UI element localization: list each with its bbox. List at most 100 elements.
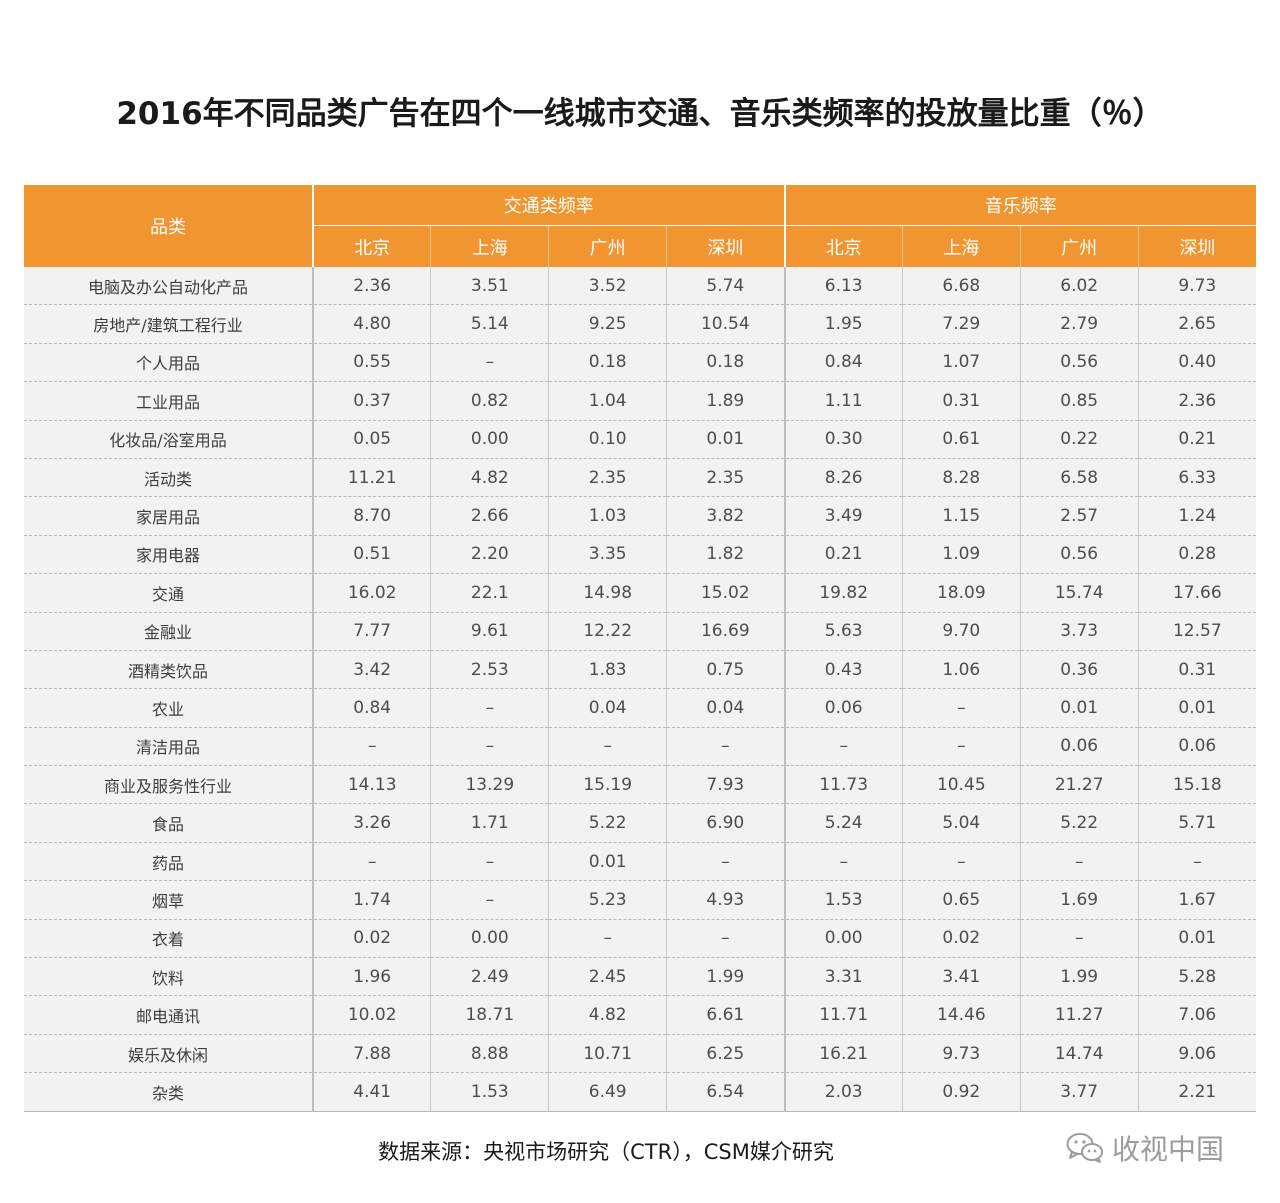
category-cell: 衣着	[24, 919, 314, 959]
table-row: 化妆品/浴室用品 0.05 0.00 0.10 0.01 0.30 0.61 0.22 0.21	[24, 420, 1256, 459]
category-cell: 邮电通讯	[24, 995, 314, 1035]
city-header: 广州	[1020, 225, 1139, 267]
value-cell: 7.77	[313, 612, 432, 651]
value-cell: 1.74	[313, 880, 432, 920]
category-cell: 饮料	[24, 957, 314, 997]
value-cell: 8.88	[430, 1034, 550, 1074]
category-cell: 房地产/建筑工程行业	[24, 304, 314, 344]
value-cell: –	[666, 919, 786, 959]
value-cell: 11.27	[1020, 995, 1139, 1035]
ad-share-table: 品类 交通类频率 音乐频率 北京 上海 广州 深圳 北京 上海 广州 深圳 电脑…	[24, 185, 1256, 1112]
value-cell: 0.01	[1138, 688, 1256, 728]
value-cell: 0.28	[1138, 535, 1256, 575]
value-cell: 14.98	[548, 573, 668, 613]
value-cell: 15.74	[1020, 573, 1139, 613]
value-cell: 6.61	[666, 995, 786, 1035]
value-cell: 5.74	[666, 267, 786, 306]
value-cell: 1.24	[1138, 496, 1256, 536]
group-header-music: 音乐频率	[784, 185, 1256, 226]
value-cell: 2.49	[430, 957, 550, 997]
table-row: 饮料 1.96 2.49 2.45 1.99 3.31 3.41 1.99 5.28	[24, 957, 1256, 997]
value-cell: 0.02	[902, 919, 1021, 959]
value-cell: 1.96	[313, 957, 432, 997]
table-row: 金融业 7.77 9.61 12.22 16.69 5.63 9.70 3.73 12.57	[24, 612, 1256, 651]
category-cell: 烟草	[24, 880, 314, 920]
category-cell: 个人用品	[24, 343, 314, 383]
value-cell: 0.21	[784, 535, 903, 575]
category-cell: 酒精类饮品	[24, 650, 314, 690]
value-cell: 2.21	[1138, 1072, 1256, 1112]
table-row: 烟草 1.74–5.23 4.93 1.53 0.65 1.69 1.67	[24, 880, 1256, 920]
value-cell: 5.71	[1138, 803, 1256, 843]
value-cell: 0.84	[784, 343, 903, 383]
value-cell: 0.36	[1020, 650, 1139, 690]
value-cell: 2.36	[313, 267, 432, 306]
value-cell: 5.23	[548, 880, 668, 920]
value-cell: 0.22	[1020, 420, 1139, 459]
value-cell: 0.61	[902, 420, 1021, 459]
value-cell: 17.66	[1138, 573, 1256, 613]
value-cell: 1.82	[666, 535, 786, 575]
category-cell: 药品	[24, 842, 314, 882]
category-cell: 金融业	[24, 612, 314, 651]
value-cell: 14.74	[1020, 1034, 1139, 1074]
data-source-note: 数据来源：央视市场研究（CTR），CSM媒介研究	[378, 1140, 834, 1164]
value-cell: 1.69	[1020, 880, 1139, 920]
page-title: 2016年不同品类广告在四个一线城市交通、音乐类频率的投放量比重（％）	[116, 96, 1164, 132]
value-cell: –	[666, 727, 786, 767]
value-cell: 0.01	[1020, 688, 1139, 728]
value-cell: 6.58	[1020, 458, 1139, 498]
value-cell: 0.75	[666, 650, 786, 690]
value-cell: 1.03	[548, 496, 668, 536]
table-row: 商业及服务性行业 14.13 13.29 15.19 7.93 11.73 10.45 21.…	[24, 765, 1256, 805]
value-cell: 14.13	[313, 765, 432, 805]
value-cell: 3.42	[313, 650, 432, 690]
category-cell: 化妆品/浴室用品	[24, 420, 314, 459]
value-cell: 15.19	[548, 765, 668, 805]
value-cell: 4.93	[666, 880, 786, 920]
value-cell: 0.02	[313, 919, 432, 959]
value-cell: 0.01	[666, 420, 786, 459]
value-cell: 2.65	[1138, 304, 1256, 344]
value-cell: 8.70	[313, 496, 432, 536]
value-cell: –	[313, 842, 432, 882]
value-cell: 5.28	[1138, 957, 1256, 997]
value-cell: 5.22	[548, 803, 668, 843]
value-cell: 1.53	[430, 1072, 550, 1112]
city-header: 广州	[548, 225, 668, 267]
value-cell: 0.04	[666, 688, 786, 728]
value-cell: 5.04	[902, 803, 1021, 843]
table-row: 杂类 4.41 1.53 6.49 6.54 2.03 0.92 3.77 2.21	[24, 1072, 1256, 1112]
watermark-text: 收视中国	[1112, 1133, 1225, 1166]
value-cell: 5.14	[430, 304, 550, 344]
table-row: 娱乐及休闲 7.88 8.88 10.71 6.25 16.21 9.73 14.74 9.06	[24, 1034, 1256, 1074]
value-cell: 0.56	[1020, 343, 1139, 383]
table-row: 活动类 11.21 4.82 2.35 2.35 8.26 8.28 6.58 6.33	[24, 458, 1256, 498]
value-cell: 16.69	[666, 612, 786, 651]
value-cell: –	[430, 343, 550, 383]
value-cell: 4.80	[313, 304, 432, 344]
value-cell: 3.52	[548, 267, 668, 306]
value-cell: 2.35	[666, 458, 786, 498]
city-header: 上海	[430, 225, 550, 267]
value-cell: 4.82	[548, 995, 668, 1035]
value-cell: 8.28	[902, 458, 1021, 498]
table-row: 衣着 0.02 0.00– –0.00 0.02–0.01	[24, 919, 1256, 959]
value-cell: 1.89	[666, 381, 786, 421]
value-cell: 10.71	[548, 1034, 668, 1074]
table-row: 邮电通讯 10.02 18.71 4.82 6.61 11.71 14.46 11.27 7.0…	[24, 995, 1256, 1035]
value-cell: 21.27	[1020, 765, 1139, 805]
value-cell: 0.00	[430, 919, 550, 959]
value-cell: 0.82	[430, 381, 550, 421]
value-cell: 5.63	[784, 612, 903, 651]
value-cell: 0.06	[1138, 727, 1256, 767]
value-cell: 0.10	[548, 420, 668, 459]
table-row: 农业 0.84–0.04 0.04 0.06–0.01 0.01	[24, 688, 1256, 728]
city-header: 深圳	[1138, 225, 1256, 267]
value-cell: –	[784, 727, 903, 767]
table-row: 个人用品 0.55–0.18 0.18 0.84 1.07 0.56 0.40	[24, 343, 1256, 383]
value-cell: 3.41	[902, 957, 1021, 997]
category-cell: 农业	[24, 688, 314, 728]
value-cell: –	[784, 842, 903, 882]
table-body: 电脑及办公自动化产品 2.36 3.51 3.52 5.74 6.13 6.68 6.02 9.…	[24, 267, 1256, 1112]
